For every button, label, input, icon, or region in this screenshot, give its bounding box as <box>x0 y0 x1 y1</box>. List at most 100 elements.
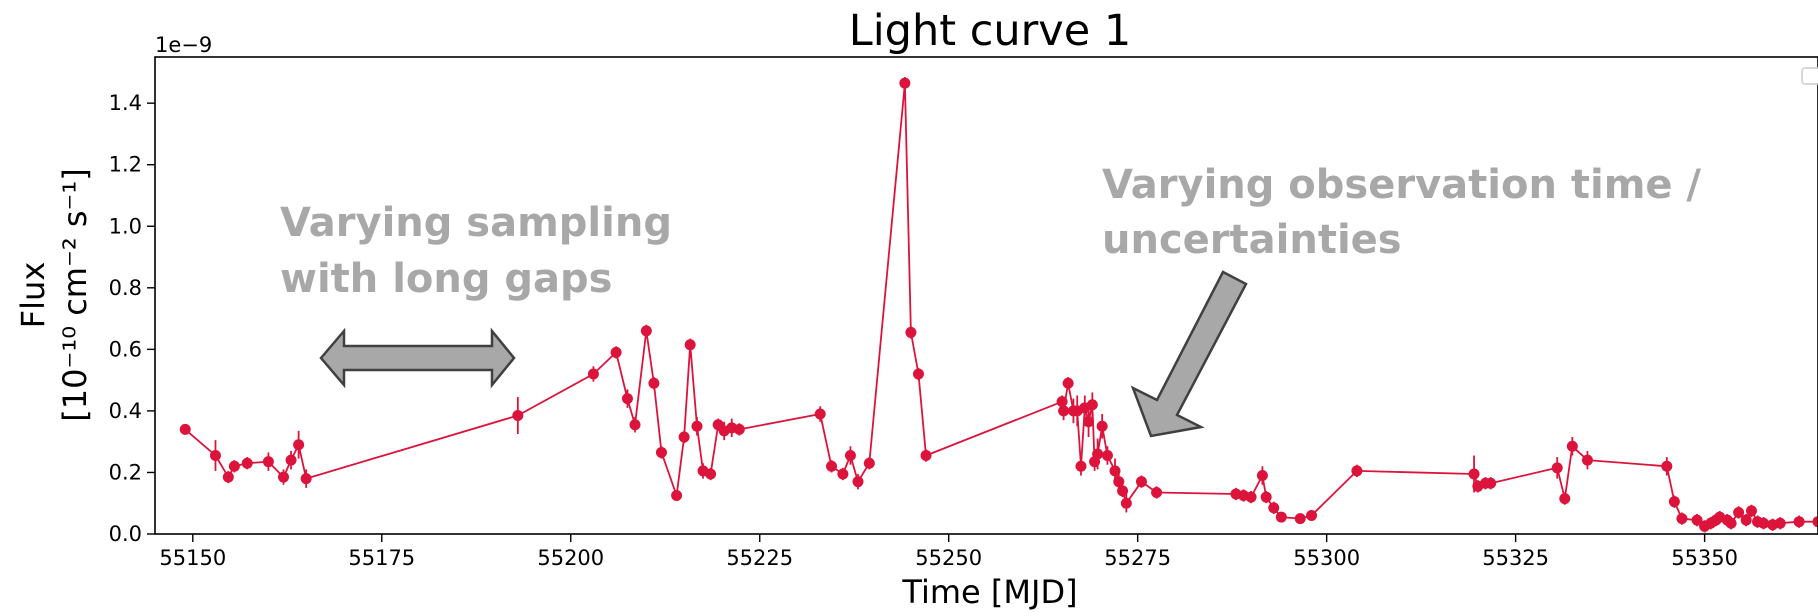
data-point <box>1151 486 1163 498</box>
data-point <box>629 419 641 431</box>
data-point <box>1120 497 1132 509</box>
series-line <box>184 82 1818 528</box>
diagonal-arrow-icon <box>1130 270 1248 438</box>
x-tick-label: 55175 <box>348 546 415 570</box>
data-point <box>587 368 599 380</box>
data-point <box>852 476 864 488</box>
data-point <box>1101 450 1113 462</box>
series-layer <box>179 77 1818 533</box>
data-point <box>241 457 253 469</box>
data-point <box>1083 416 1095 428</box>
data-point <box>1551 462 1563 474</box>
data-point <box>1056 396 1068 408</box>
y-tick-label: 0.4 <box>109 399 142 423</box>
data-point <box>1306 510 1318 522</box>
data-point <box>648 377 660 389</box>
data-point <box>1351 465 1363 477</box>
data-point <box>640 325 652 337</box>
data-point <box>1135 476 1147 488</box>
data-point <box>1485 477 1497 489</box>
data-point <box>1793 516 1805 528</box>
data-point <box>179 423 191 435</box>
data-point <box>1566 440 1578 452</box>
data-point <box>691 420 703 432</box>
x-tick-label: 55350 <box>1671 546 1738 570</box>
x-tick-label: 55225 <box>726 546 793 570</box>
annotation-uncertainties-line2: uncertainties <box>1102 217 1402 263</box>
data-point <box>863 457 875 469</box>
data-point <box>1581 454 1593 466</box>
data-point <box>912 368 924 380</box>
data-point <box>1733 506 1745 518</box>
annotation-uncertainties: Varying observation time / uncertainties <box>1102 162 1701 438</box>
data-point <box>1062 377 1074 389</box>
data-point <box>837 468 849 480</box>
annotation-sampling: Varying sampling with long gaps <box>280 200 672 389</box>
data-point <box>1774 517 1786 529</box>
data-point <box>1058 405 1070 417</box>
data-point <box>300 473 312 485</box>
data-point <box>1812 516 1818 528</box>
data-point <box>1075 460 1087 472</box>
data-point <box>655 446 667 458</box>
y-tick-label: 1.4 <box>109 91 142 115</box>
data-point <box>1086 399 1098 411</box>
data-point <box>1668 496 1680 508</box>
data-point <box>905 326 917 338</box>
data-point <box>209 450 221 462</box>
data-point <box>814 408 826 420</box>
data-point <box>1745 505 1757 517</box>
legend-box <box>1801 67 1818 85</box>
annotation-sampling-line1: Varying sampling <box>280 200 672 246</box>
data-point <box>705 468 717 480</box>
data-point <box>1691 514 1703 526</box>
data-point <box>1725 517 1737 529</box>
data-point <box>228 460 240 472</box>
y-axis-label-line1: Flux <box>14 262 52 329</box>
data-point <box>1117 485 1129 497</box>
x-tick-label: 55300 <box>1293 546 1360 570</box>
data-point <box>1245 491 1257 503</box>
y-tick-label: 1.2 <box>109 153 142 177</box>
x-tick-label: 55325 <box>1482 546 1549 570</box>
data-point <box>1559 493 1571 505</box>
data-point <box>1109 465 1121 477</box>
data-point <box>1092 448 1104 460</box>
data-point <box>621 393 633 405</box>
x-tick-label: 55275 <box>1104 546 1171 570</box>
data-point <box>1275 511 1287 523</box>
x-axis-label: Time [MJD] <box>901 573 1077 611</box>
annotation-sampling-line2: with long gaps <box>280 256 612 302</box>
data-point <box>1268 502 1280 514</box>
y-offset-label: 1e−9 <box>155 33 212 57</box>
data-point <box>293 439 305 451</box>
data-point <box>222 471 234 483</box>
data-point <box>610 346 622 358</box>
data-point <box>899 77 911 89</box>
data-point <box>1260 491 1272 503</box>
data-point <box>1113 476 1125 488</box>
data-point <box>1740 514 1752 526</box>
data-point <box>1758 517 1770 529</box>
annotation-uncertainties-line1: Varying observation time / <box>1102 162 1701 208</box>
y-tick-label: 0.8 <box>109 276 142 300</box>
x-axis-ticks: 55150 55175 55200 55225 55250 55275 55300 55325… <box>159 534 1738 570</box>
y-axis-label-line2: [10⁻¹⁰ cm⁻² s⁻¹] <box>56 168 94 421</box>
data-point <box>684 339 696 351</box>
y-tick-label: 0.0 <box>109 522 142 546</box>
data-point <box>671 490 683 502</box>
y-tick-label: 0.6 <box>109 337 142 361</box>
plot-frame <box>154 56 1818 535</box>
data-point <box>262 456 274 468</box>
x-tick-label: 55150 <box>159 546 226 570</box>
data-point <box>285 454 297 466</box>
x-tick-label: 55250 <box>915 546 982 570</box>
data-point <box>1256 470 1268 482</box>
data-point <box>1468 468 1480 480</box>
y-tick-label: 0.2 <box>109 460 142 484</box>
data-point <box>733 423 745 435</box>
data-point <box>826 460 838 472</box>
double-arrow-icon <box>319 327 516 389</box>
data-point <box>844 450 856 462</box>
